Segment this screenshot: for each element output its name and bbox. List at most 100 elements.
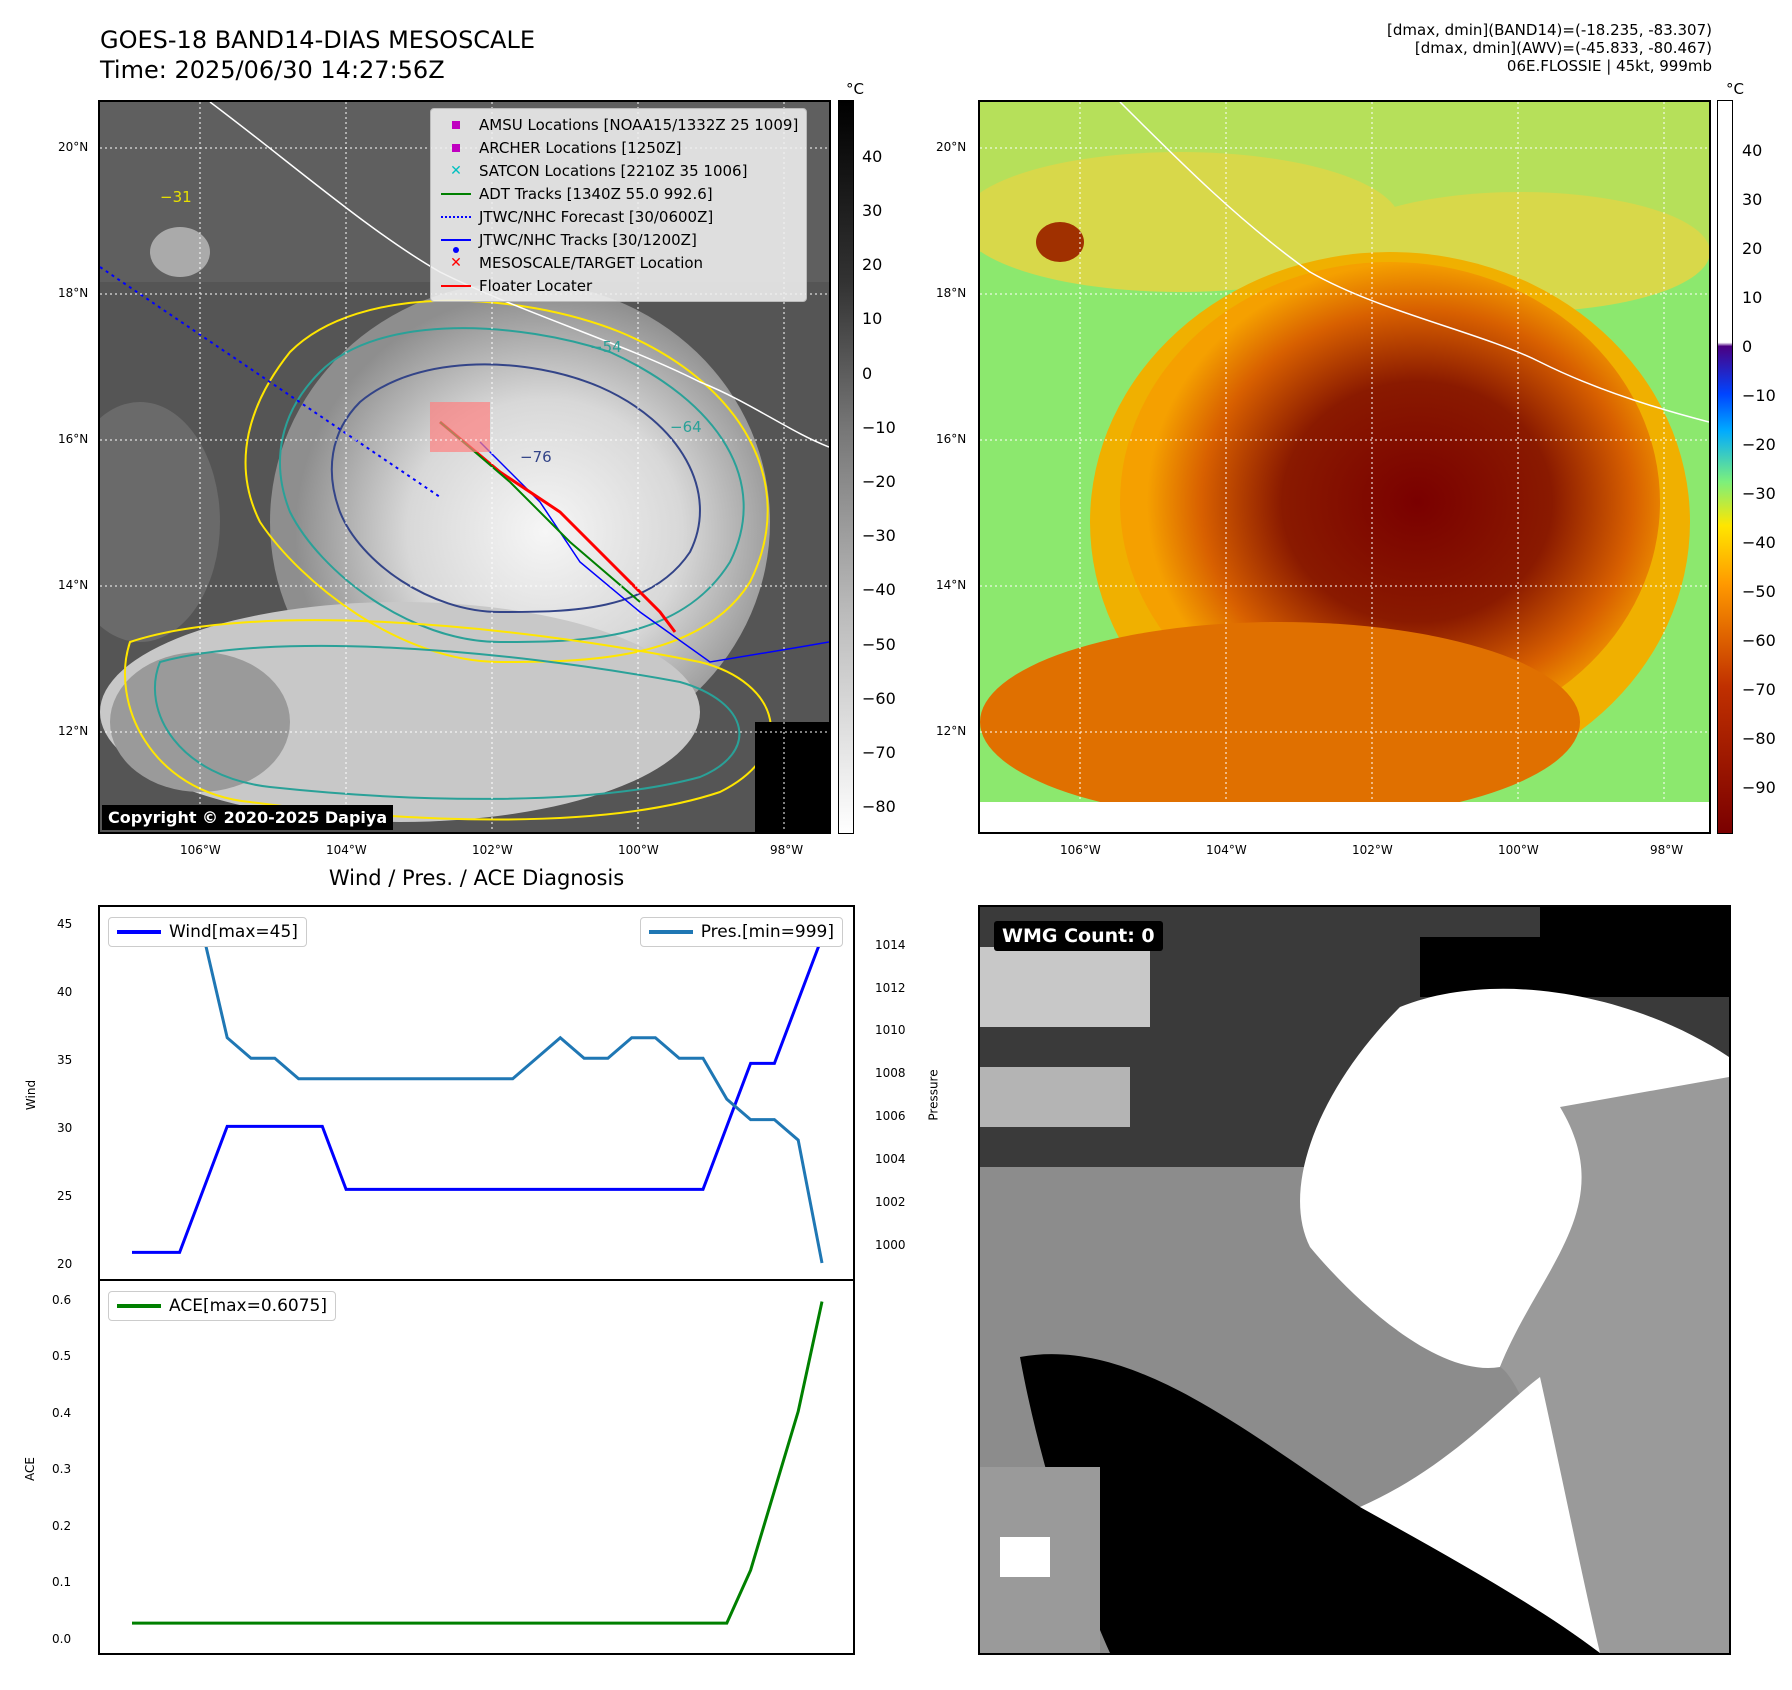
meta-line2: [dmax, dmin](AWV)=(-45.833, -80.467)	[1414, 39, 1712, 57]
meta-line3: 06E.FLOSSIE | 45kt, 999mb	[1506, 57, 1712, 75]
awv-lon-label: 100°W	[1498, 843, 1539, 857]
ir-lon-label: 100°W	[618, 843, 659, 857]
awv-cb-tick: 30	[1742, 190, 1763, 209]
wind-ylabel: Wind	[24, 1079, 39, 1111]
legend-item-target: ✕ MESOSCALE/TARGET Location	[439, 251, 798, 274]
awv-cb-tick: 0	[1742, 337, 1753, 356]
awv-lon-label: 104°W	[1206, 843, 1247, 857]
awv-cb-tick: −20	[1742, 435, 1776, 454]
ir-cb-tick: 30	[862, 201, 883, 220]
ir-cb-tick: −80	[862, 797, 896, 816]
ace-legend: ACE[max=0.6075]	[108, 1291, 336, 1321]
awv-cb-tick: −60	[1742, 631, 1776, 650]
ir-cb-tick: 40	[862, 147, 883, 166]
meta-line1: [dmax, dmin](BAND14)=(-18.235, -83.307)	[1387, 21, 1712, 39]
wind-ytick: 40	[57, 985, 73, 999]
legend-item-archer: ARCHER Locations [1250Z]	[439, 136, 798, 159]
contour-label-54: −54	[590, 338, 622, 356]
pressure-ytick: 1002	[875, 1195, 906, 1209]
ir-cb-tick: −40	[862, 580, 896, 599]
wmg-image	[980, 907, 1729, 1653]
ace-ytick: 0.1	[52, 1575, 72, 1589]
pressure-ytick: 1000	[875, 1238, 906, 1252]
wind-pressure-chart: Wind[max=45] Pres.[min=999]	[98, 905, 855, 1281]
ace-ytick: 0.6	[52, 1293, 72, 1307]
pressure-series-line	[132, 933, 824, 1264]
ir-lat-label: 16°N	[58, 432, 89, 446]
ir-lat-label: 18°N	[58, 286, 89, 300]
wind-legend-label: Wind[max=45]	[169, 922, 298, 942]
ir-lon-label: 104°W	[326, 843, 367, 857]
awv-lat-label: 18°N	[936, 286, 967, 300]
ace-legend-label: ACE[max=0.6075]	[169, 1296, 327, 1316]
ace-ytick: 0.0	[52, 1632, 72, 1646]
wind-ytick: 20	[57, 1257, 73, 1271]
figure-title-line2: Time: 2025/06/30 14:27:56Z	[100, 56, 445, 84]
legend-item-floater: Floater Locater	[439, 274, 798, 297]
x-marker-icon: ✕	[450, 254, 462, 271]
pressure-ytick: 1010	[875, 1023, 906, 1037]
legend-label: ARCHER Locations [1250Z]	[479, 138, 682, 157]
wind-ytick: 30	[57, 1121, 73, 1135]
pressure-line-icon	[648, 930, 693, 934]
ir-cb-tick: −30	[862, 526, 896, 545]
contour-label-64: −64	[670, 418, 702, 436]
ace-ytick: 0.5	[52, 1349, 72, 1363]
legend-item-satcon: ✕ SATCON Locations [2210Z 35 1006]	[439, 159, 798, 182]
ir-cb-tick: −10	[862, 418, 896, 437]
ir-cb-tick: −60	[862, 689, 896, 708]
line-marker-icon	[441, 192, 471, 195]
dotted-line-icon	[441, 215, 471, 218]
wind-ytick: 45	[57, 917, 73, 931]
pressure-ytick: 1008	[875, 1066, 906, 1080]
ace-line-icon	[117, 1304, 161, 1308]
x-marker-icon: ✕	[450, 162, 462, 179]
awv-map-image	[980, 102, 1709, 832]
awv-lat-label: 20°N	[936, 140, 967, 154]
ir-cb-tick: 10	[862, 309, 883, 328]
copyright-label: Copyright © 2020-2025 Dapiya	[102, 805, 394, 830]
awv-cb-tick: 20	[1742, 239, 1763, 258]
line-marker-icon	[441, 238, 471, 241]
awv-cb-tick: −30	[1742, 484, 1776, 503]
awv-lon-label: 102°W	[1352, 843, 1393, 857]
legend-item-tracks: JTWC/NHC Tracks [30/1200Z]	[439, 228, 798, 253]
dot-marker-icon	[453, 246, 459, 253]
awv-colorbar-unit: °C	[1726, 80, 1744, 98]
awv-cb-tick: 40	[1742, 141, 1763, 160]
wind-pressure-plot	[132, 933, 824, 1264]
awv-cb-tick: −90	[1742, 778, 1776, 797]
awv-colorbar	[1717, 100, 1733, 834]
ir-colorbar	[838, 100, 854, 834]
line-marker-icon	[441, 284, 471, 287]
legend-label: AMSU Locations [NOAA15/1332Z 25 1009]	[479, 115, 799, 134]
ir-cb-tick: −70	[862, 743, 896, 762]
ir-cb-tick: 0	[862, 364, 873, 383]
legend-label: JTWC/NHC Forecast [30/0600Z]	[479, 207, 714, 226]
wind-ytick: 35	[57, 1053, 73, 1067]
diagnosis-chart-title: Wind / Pres. / ACE Diagnosis	[328, 866, 625, 890]
awv-cb-tick: −50	[1742, 582, 1776, 601]
awv-lon-label: 106°W	[1060, 843, 1101, 857]
ace-chart: ACE[max=0.6075]	[98, 1279, 855, 1655]
legend-label: SATCON Locations [2210Z 35 1006]	[479, 161, 748, 180]
ir-lon-label: 106°W	[180, 843, 221, 857]
awv-lon-label: 98°W	[1650, 843, 1684, 857]
square-marker-icon	[452, 120, 460, 129]
ace-ylabel: ACE	[22, 1457, 37, 1481]
ir-lon-label: 102°W	[472, 843, 513, 857]
wmg-count-label: WMG Count: 0	[994, 921, 1163, 951]
ir-legend: AMSU Locations [NOAA15/1332Z 25 1009] AR…	[430, 108, 808, 302]
legend-item-amsu: AMSU Locations [NOAA15/1332Z 25 1009]	[439, 113, 798, 136]
awv-lat-label: 14°N	[936, 578, 967, 592]
ir-map-panel: −31 −54 −64 −76 AMSU Locations [NOAA15/1…	[98, 100, 831, 834]
ace-ytick: 0.3	[52, 1462, 72, 1476]
pressure-ytick: 1004	[875, 1152, 906, 1166]
awv-cb-tick: −80	[1742, 729, 1776, 748]
awv-cb-tick: 10	[1742, 288, 1763, 307]
pressure-legend-label: Pres.[min=999]	[700, 922, 834, 942]
wind-line-icon	[117, 930, 161, 934]
wind-series-line	[132, 936, 824, 1254]
wmg-panel: WMG Count: 0	[978, 905, 1731, 1655]
ir-colorbar-unit: °C	[846, 80, 864, 98]
